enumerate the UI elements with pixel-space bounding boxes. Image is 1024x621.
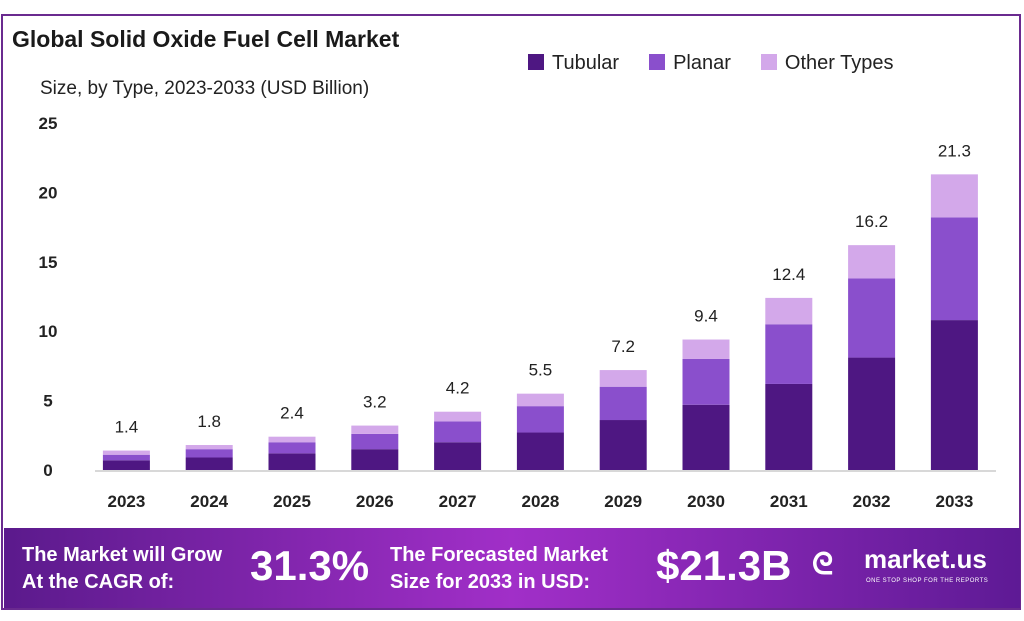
- bar-segment-other-types: [599, 370, 647, 387]
- bar-segment-other-types: [765, 297, 813, 325]
- y-tick-label: 25: [39, 114, 58, 133]
- bar-segment-other-types: [351, 425, 399, 434]
- data-label: 1.8: [197, 412, 221, 431]
- data-label: 16.2: [855, 212, 888, 231]
- legend: Tubular Planar Other Types: [528, 52, 893, 75]
- bar-segment-tubular: [268, 453, 316, 470]
- x-tick-label: 2024: [190, 492, 228, 511]
- x-tick-label: 2027: [439, 492, 477, 511]
- x-tick-label: 2033: [935, 492, 973, 511]
- bar-segment-other-types: [102, 450, 150, 455]
- bar-segment-planar: [102, 454, 150, 461]
- y-tick-label: 20: [39, 183, 58, 202]
- legend-item-planar: Planar: [649, 52, 731, 75]
- bar-segment-other-types: [516, 393, 564, 407]
- bar-segment-other-types: [434, 411, 482, 422]
- brand-name: market.us: [864, 544, 987, 574]
- y-tick-label: 15: [39, 253, 58, 272]
- data-label: 7.2: [611, 337, 635, 356]
- bar-chart: 05101520251.420231.820242.420253.220264.…: [39, 114, 996, 511]
- x-tick-label: 2026: [356, 492, 394, 511]
- bar-segment-tubular: [848, 357, 896, 470]
- data-label: 3.2: [363, 393, 387, 412]
- data-label: 4.2: [446, 379, 470, 398]
- x-tick-label: 2032: [853, 492, 891, 511]
- bar-segment-planar: [765, 324, 813, 384]
- bar-segment-planar: [682, 358, 730, 405]
- cagr-value: 31.3%: [250, 542, 370, 589]
- data-label: 5.5: [529, 361, 553, 380]
- chart-frame: [1, 14, 1021, 610]
- bar-segment-planar: [185, 449, 233, 458]
- data-label: 12.4: [772, 265, 805, 284]
- bar-segment-planar: [268, 442, 316, 454]
- chart-subtitle: Size, by Type, 2023-2033 (USD Billion): [40, 78, 370, 99]
- data-label: 2.4: [280, 404, 304, 423]
- y-tick-label: 5: [43, 392, 52, 411]
- forecast-value: $21.3B: [656, 542, 792, 589]
- bar-segment-tubular: [930, 320, 978, 470]
- y-tick-label: 0: [43, 461, 52, 480]
- x-tick-label: 2029: [604, 492, 642, 511]
- brand-tagline: ONE STOP SHOP FOR THE REPORTS: [866, 578, 989, 584]
- data-label: 1.4: [115, 418, 139, 437]
- bar-segment-other-types: [268, 436, 316, 443]
- data-label: 21.3: [938, 141, 971, 160]
- bar-segment-tubular: [765, 383, 813, 470]
- y-tick-label: 10: [39, 322, 58, 341]
- bar-segment-planar: [516, 406, 564, 433]
- x-tick-label: 2031: [770, 492, 808, 511]
- x-tick-label: 2023: [107, 492, 145, 511]
- bar-segment-other-types: [930, 174, 978, 218]
- bar-segment-tubular: [434, 442, 482, 470]
- x-tick-label: 2025: [273, 492, 311, 511]
- brand-logo-icon: ᘓ: [812, 548, 834, 581]
- bar-segment-other-types: [682, 339, 730, 359]
- bar-segment-planar: [599, 386, 647, 421]
- x-tick-label: 2030: [687, 492, 725, 511]
- bar-segment-tubular: [351, 449, 399, 470]
- legend-item-other: Other Types: [760, 52, 893, 75]
- legend-item-tubular: Tubular: [528, 52, 619, 75]
- bar-segment-tubular: [102, 460, 150, 470]
- cagr-label: The Market will Grow At the CAGR of:: [22, 544, 223, 593]
- bar-segment-tubular: [682, 404, 730, 470]
- bar-segment-planar: [434, 421, 482, 443]
- bar-segment-tubular: [599, 420, 647, 470]
- bar-segment-planar: [351, 433, 399, 450]
- bar-segment-tubular: [516, 432, 564, 470]
- data-label: 9.4: [694, 307, 718, 326]
- x-tick-label: 2028: [521, 492, 559, 511]
- forecast-label: The Forecasted Market Size for 2033 in US…: [390, 544, 608, 593]
- bar-segment-planar: [848, 278, 896, 358]
- bar-segment-other-types: [185, 445, 233, 450]
- bar-segment-other-types: [848, 245, 896, 279]
- bar-segment-tubular: [185, 457, 233, 470]
- bar-segment-planar: [930, 217, 978, 321]
- footer-banner: The Market will Grow At the CAGR of: 31.3…: [4, 528, 1020, 608]
- chart-title: Global Solid Oxide Fuel Cell Market: [12, 26, 400, 52]
